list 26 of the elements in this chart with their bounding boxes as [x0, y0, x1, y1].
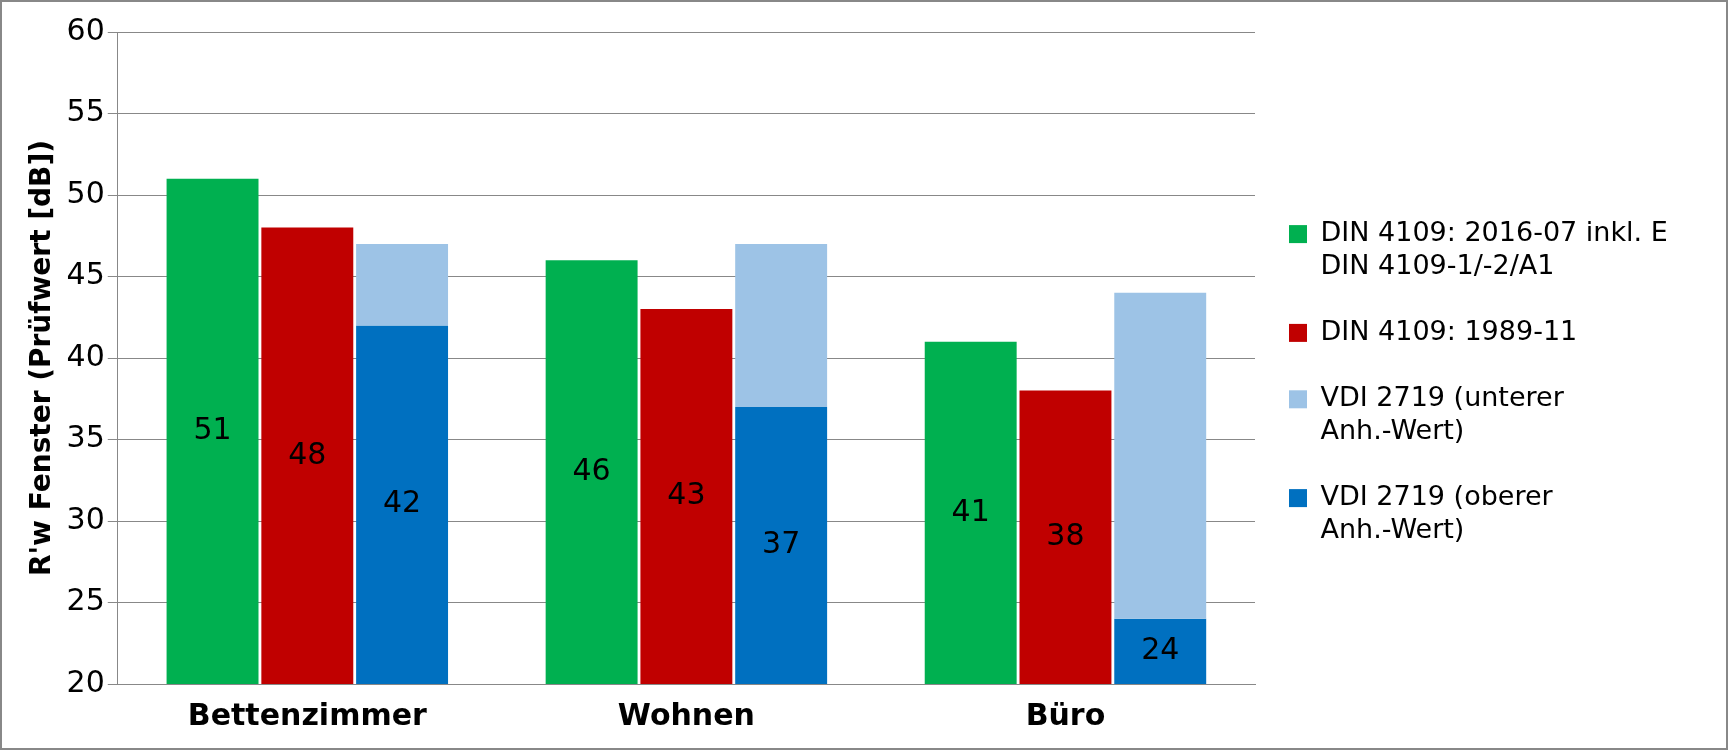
legend-label: DIN 4109: 1989-11: [1320, 314, 1578, 346]
data-label: 41: [951, 492, 990, 528]
y-tick-label: 40: [66, 337, 105, 373]
y-tick-label: 60: [66, 11, 105, 47]
y-tick-label: 20: [66, 663, 105, 699]
data-label: 37: [762, 525, 801, 561]
data-label: 51: [193, 411, 232, 447]
legend-label: VDI 2719 (unterer Anh.-Wert): [1320, 381, 1565, 445]
data-label: 46: [572, 451, 611, 487]
y-tick-label: 55: [66, 93, 105, 129]
y-tick-label: 35: [66, 419, 105, 455]
legend-label: VDI 2719 (oberer Anh.-Wert): [1320, 480, 1554, 544]
y-tick-label: 25: [66, 582, 105, 618]
data-label: 24: [1141, 631, 1180, 667]
data-label: 43: [667, 476, 706, 512]
legend-label: DIN 4109: 2016-07 inkl. E DIN 4109-1/-2/A1: [1320, 216, 1668, 280]
x-tick-label: Bettenzimmer: [187, 696, 428, 732]
data-label: 38: [1046, 517, 1085, 553]
y-tick-label: 30: [66, 500, 105, 536]
y-axis-title: R'w Fenster (Prüfwert [dB]): [24, 139, 58, 577]
data-label: 48: [288, 435, 327, 471]
y-tick-label: 50: [66, 174, 105, 210]
x-tick-label: Büro: [1025, 696, 1106, 732]
data-label: 42: [382, 484, 422, 520]
x-tick-label: Wohnen: [617, 696, 755, 732]
y-tick-label: 45: [66, 256, 105, 292]
